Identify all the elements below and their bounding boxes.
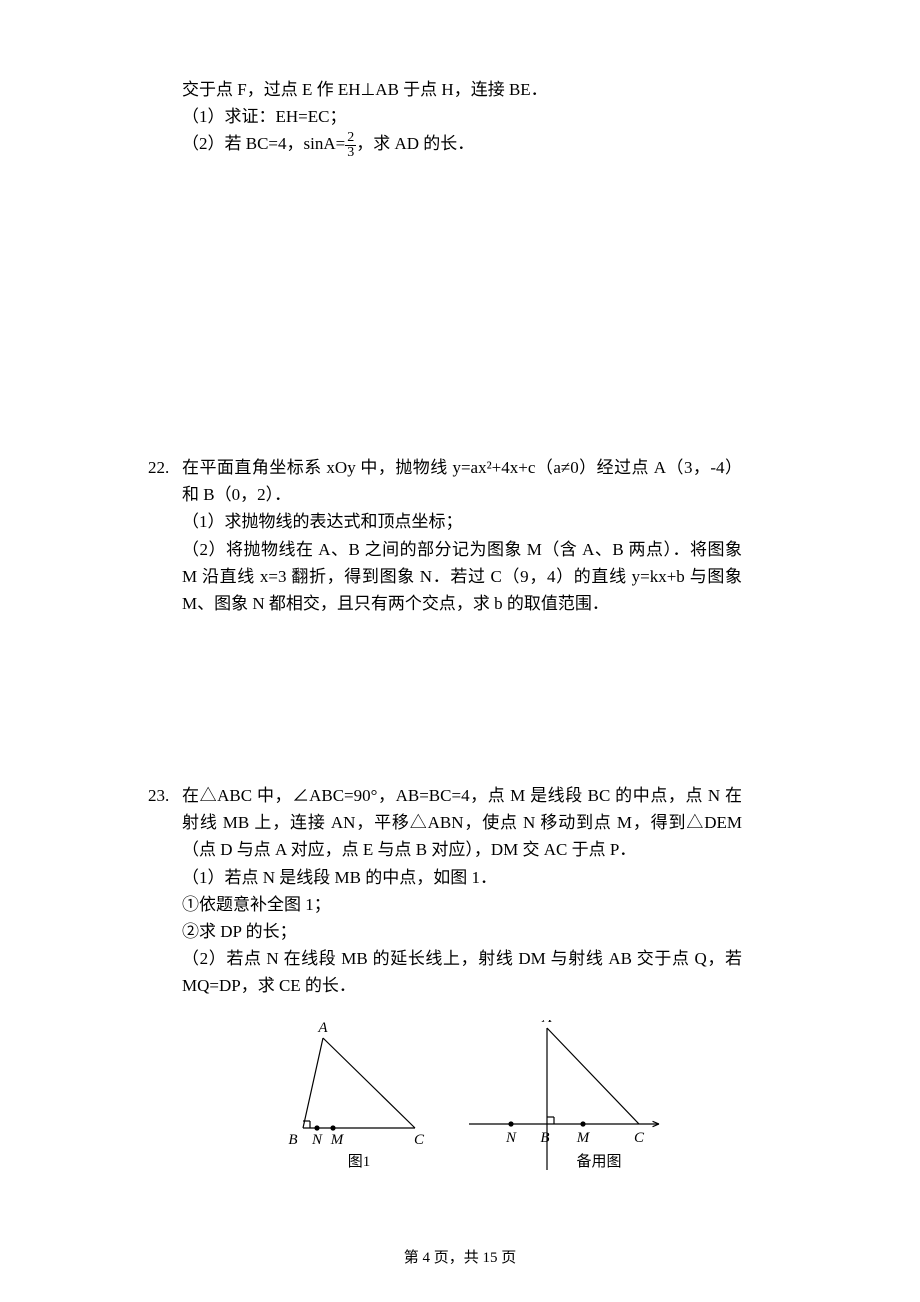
svg-text:C: C	[414, 1132, 425, 1148]
svg-text:备用图: 备用图	[577, 1153, 622, 1170]
page-content: 交于点 F，过点 E 作 EH⊥AB 于点 H，连接 BE． （1）求证：EH=…	[182, 76, 742, 160]
figure-2: A B C N M 备用图	[449, 1020, 669, 1190]
figure-1: A B C NM图1	[255, 1020, 445, 1180]
p21-part2-pre: （2）若 BC=4，sinA=	[182, 134, 345, 153]
svg-text:A: A	[317, 1020, 328, 1036]
p21-part2-post: ，求 AD 的长．	[356, 134, 474, 153]
p23-part1c: ②求 DP 的长；	[182, 918, 742, 945]
problem-number-23: 23.	[148, 782, 169, 809]
problem-23: 23. 在△ABC 中，∠ABC=90°，AB=BC=4，点 M 是线段 BC …	[182, 782, 742, 1190]
p21-part2: （2）若 BC=4，sinA=23，求 AD 的长．	[182, 130, 742, 160]
p22-part1: （1）求抛物线的表达式和顶点坐标；	[182, 508, 742, 535]
p23-figures: ABCNM图1 ABCNM备用图	[182, 1020, 742, 1190]
svg-text:N: N	[505, 1130, 517, 1146]
svg-text:M: M	[576, 1130, 591, 1146]
p22-part2: （2）将抛物线在 A、B 之间的部分记为图象 M（含 A、B 两点）．将图象 M…	[182, 536, 742, 618]
problem-21-continued: 交于点 F，过点 E 作 EH⊥AB 于点 H，连接 BE． （1）求证：EH=…	[182, 76, 742, 160]
frac-num: 2	[345, 131, 356, 146]
footer-current: 4	[422, 1250, 430, 1266]
svg-text:N: N	[311, 1132, 323, 1148]
svg-text:B: B	[288, 1132, 297, 1148]
p23-part1b: ①依题意补全图 1；	[182, 891, 742, 918]
fraction-2-3: 23	[345, 131, 356, 160]
problem-22: 22. 在平面直角坐标系 xOy 中，抛物线 y=ax²+4x+c（a≠0）经过…	[182, 454, 742, 617]
p21-part1: （1）求证：EH=EC；	[182, 103, 742, 130]
problem-number-22: 22.	[148, 454, 169, 481]
svg-text:M: M	[330, 1132, 345, 1148]
p23-stem: 在△ABC 中，∠ABC=90°，AB=BC=4，点 M 是线段 BC 的中点，…	[182, 782, 742, 864]
frac-den: 3	[345, 146, 356, 160]
footer-prefix: 第	[404, 1250, 423, 1266]
svg-text:C: C	[634, 1130, 645, 1146]
p23-part2: （2）若点 N 在线段 MB 的延长线上，射线 DM 与射线 AB 交于点 Q，…	[182, 945, 742, 999]
page-footer: 第 4 页，共 15 页	[0, 1246, 920, 1270]
svg-text:B: B	[541, 1130, 550, 1146]
svg-text:图1: 图1	[348, 1153, 371, 1170]
p23-part1a: （1）若点 N 是线段 MB 的中点，如图 1．	[182, 864, 742, 891]
footer-suffix: 页	[498, 1250, 517, 1266]
svg-text:A: A	[542, 1020, 553, 1026]
footer-mid: 页，共	[430, 1250, 483, 1266]
p22-stem: 在平面直角坐标系 xOy 中，抛物线 y=ax²+4x+c（a≠0）经过点 A（…	[182, 454, 742, 508]
footer-total: 15	[483, 1250, 498, 1266]
p21-cont: 交于点 F，过点 E 作 EH⊥AB 于点 H，连接 BE．	[182, 76, 742, 103]
p21-cont-text: 交于点 F，过点 E 作 EH⊥AB 于点 H，连接 BE．	[182, 80, 548, 99]
